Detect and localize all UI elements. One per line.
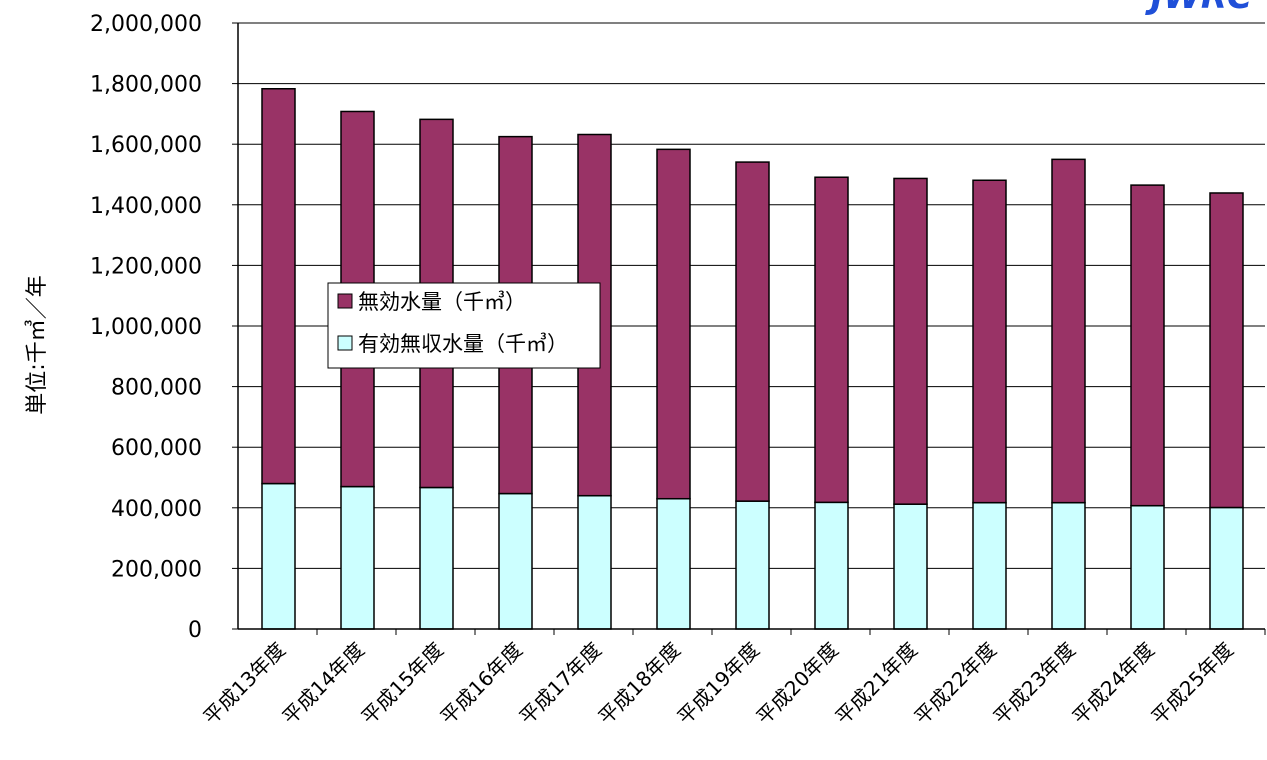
- y-tick-label: 1,800,000: [90, 73, 202, 98]
- bar-segment: [1130, 184, 1165, 507]
- x-tick-labels: 平成13年度平成14年度平成15年度平成16年度平成17年度平成18年度平成19…: [198, 638, 1238, 730]
- bar-segment: [1209, 192, 1244, 509]
- y-tick-label: 1,600,000: [90, 133, 202, 158]
- x-tick-label: 平成25年度: [1146, 638, 1238, 730]
- y-tick-label: 400,000: [111, 497, 202, 522]
- x-tick-label: 平成24年度: [1067, 638, 1159, 730]
- x-tick-label: 平成14年度: [277, 638, 369, 730]
- y-tick-label: 1,200,000: [90, 254, 202, 279]
- bar-segment: [735, 161, 770, 502]
- y-axis-label: 単位:千㎥／年: [24, 275, 50, 414]
- x-tick-label: 平成17年度: [514, 638, 606, 730]
- bar-segment: [656, 148, 691, 500]
- y-tick-label: 1,400,000: [90, 194, 202, 219]
- legend-swatch: [337, 335, 353, 351]
- bar-segment: [893, 503, 928, 630]
- x-tick-label: 平成22年度: [909, 638, 1001, 730]
- y-tick-label: 600,000: [111, 436, 202, 461]
- y-tick-labels: 0 200,000 400,000 600,000 800,000 1,000,000 1,…: [90, 12, 202, 643]
- y-tick-label: 2,000,000: [90, 12, 202, 37]
- watermark-logo: JWRC: [1145, 0, 1252, 17]
- bar-segment: [1051, 501, 1086, 630]
- axes: [232, 22, 1266, 635]
- bar-segment: [1051, 158, 1086, 504]
- bar-segment: [814, 176, 849, 504]
- x-tick-label: 平成23年度: [988, 638, 1080, 730]
- bar-segment: [972, 501, 1007, 630]
- bar-segment: [893, 177, 928, 505]
- legend-swatch: [337, 293, 353, 309]
- x-tick-label: 平成16年度: [435, 638, 527, 730]
- x-tick-label: 平成13年度: [198, 638, 290, 730]
- x-tick-label: 平成18年度: [593, 638, 685, 730]
- bar-segment: [498, 492, 533, 630]
- bar-segment: [656, 497, 691, 630]
- bar-segment: [261, 482, 296, 630]
- legend: 無効水量（千㎥） 有効無収水量（千㎥）: [327, 282, 601, 369]
- y-tick-label: 800,000: [111, 376, 202, 401]
- bar-segment: [419, 486, 454, 630]
- bar-segment: [340, 485, 375, 630]
- bar-segment: [1209, 506, 1244, 630]
- x-tick-label: 平成15年度: [356, 638, 448, 730]
- bar-segment: [735, 500, 770, 630]
- x-tick-label: 平成19年度: [672, 638, 764, 730]
- bar-segment: [1130, 504, 1165, 630]
- y-tick-label: 1,000,000: [90, 315, 202, 340]
- legend-label: 有効無収水量（千㎥）: [358, 332, 568, 356]
- bar-segment: [972, 179, 1007, 504]
- bar-segment: [577, 494, 612, 630]
- bar-segment: [814, 501, 849, 630]
- y-tick-label: 200,000: [111, 557, 202, 582]
- bar-segment: [261, 88, 296, 485]
- y-tick-label: 0: [188, 618, 202, 643]
- x-tick-label: 平成21年度: [830, 638, 922, 730]
- legend-label: 無効水量（千㎥）: [358, 290, 526, 314]
- legend-box: [327, 282, 601, 369]
- x-tick-label: 平成20年度: [751, 638, 843, 730]
